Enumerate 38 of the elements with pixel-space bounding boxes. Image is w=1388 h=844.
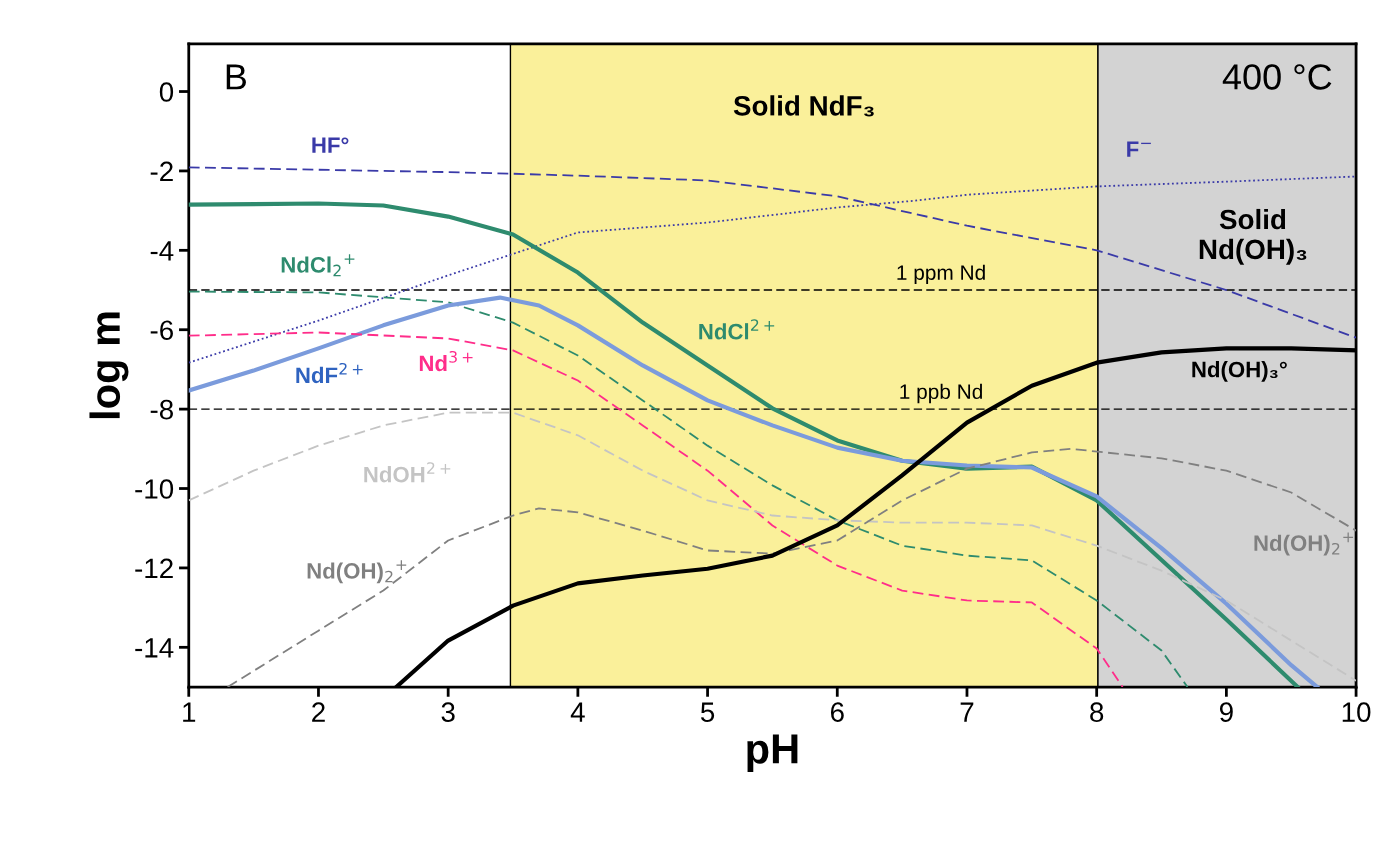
- y-tick-label: 0: [159, 82, 174, 102]
- series-label: Nd(OH)₃°: [1192, 361, 1287, 382]
- y-tick-label: -10: [135, 479, 174, 499]
- y-tick-label: -4: [150, 241, 174, 261]
- series-label: NdOH$^{2+}$: [364, 462, 451, 483]
- x-tick-label: 2: [312, 702, 325, 722]
- ref-line-label: 1 ppb Nd: [900, 383, 982, 404]
- band-label: Solid NdF₃: [733, 95, 874, 117]
- y-tick-label: -12: [135, 558, 173, 578]
- x-tick-label: 6: [830, 702, 844, 722]
- annotation: B: [226, 64, 246, 90]
- x-tick-label: 9: [1219, 702, 1233, 722]
- x-tick-label: 5: [700, 702, 715, 722]
- series-label: F$^{−}$: [1127, 141, 1151, 157]
- line-series: [226, 447, 1357, 688]
- x-tick-label: 3: [441, 702, 455, 722]
- series-label: Nd$^{3+}$: [419, 350, 473, 372]
- x-tick-label: 8: [1090, 702, 1104, 722]
- x-tick-label: 1: [183, 702, 196, 722]
- x-tick-label: 10: [1342, 702, 1371, 722]
- series-label: NdCl$^{2+}$: [699, 319, 775, 340]
- line-series: [188, 411, 1357, 682]
- y-tick-label: -8: [150, 399, 173, 420]
- text: Nd(OH)$_{2}$$^{+}$: [1254, 532, 1354, 556]
- y-axis-title: log m: [89, 312, 129, 419]
- x-tick-label: 4: [570, 702, 585, 722]
- annotation: 400 °C: [1222, 64, 1332, 90]
- x-tick-label: 7: [960, 702, 974, 722]
- y-tick-label: -14: [135, 638, 174, 658]
- y-tick-label: -2: [150, 161, 173, 181]
- band-label: Solid Nd(OH)₃: [1199, 208, 1307, 265]
- series-label: NdF$^{2+}$: [296, 362, 363, 384]
- series-label: Nd(OH)$_{2}$$^{+}$: [307, 560, 407, 584]
- y-tick-label: -6: [150, 320, 173, 341]
- ref-line-label: 1 ppm Nd: [897, 264, 985, 285]
- series-label: NdCl$_{2}$$^{+}$: [281, 254, 355, 277]
- x-axis-title: pH: [747, 734, 798, 772]
- series-label: HF°: [312, 137, 349, 153]
